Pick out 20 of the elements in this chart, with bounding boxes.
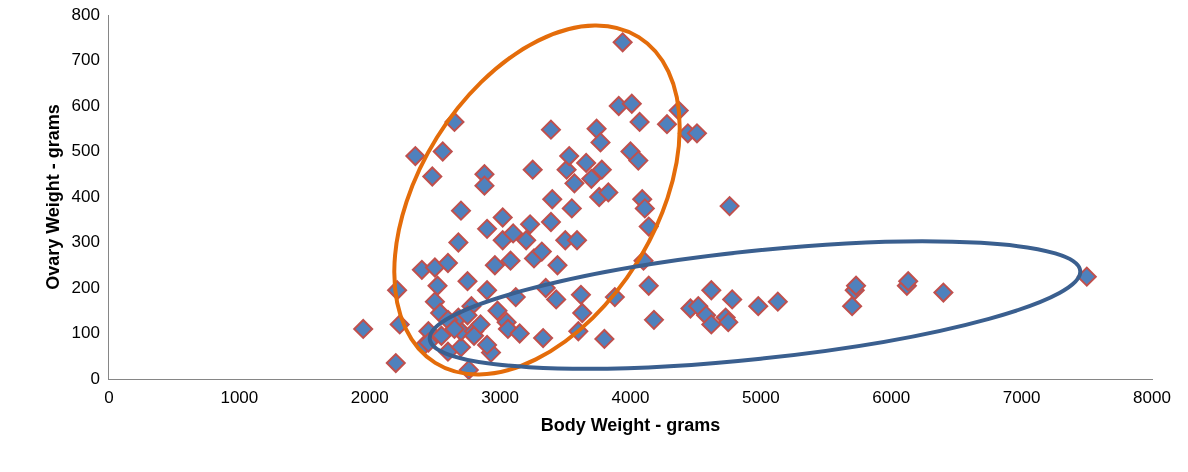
y-tick-label: 600 [71, 95, 100, 115]
x-tick-label: 7000 [1002, 387, 1041, 407]
x-tick-label: 8000 [1133, 387, 1171, 407]
y-tick-label: 0 [90, 368, 100, 388]
x-tick-label: 6000 [872, 387, 911, 407]
x-tick-label: 4000 [611, 387, 650, 407]
x-tick-label: 5000 [741, 387, 780, 407]
x-tick-label: 1000 [220, 387, 259, 407]
y-tick-label: 400 [71, 186, 100, 206]
y-tick-label: 200 [71, 277, 100, 297]
x-tick-label: 0 [104, 387, 114, 407]
x-tick-label: 3000 [481, 387, 520, 407]
y-tick-label: 700 [71, 50, 100, 70]
y-tick-label: 300 [71, 232, 100, 252]
y-axis-title: Ovary Weight - grams [42, 104, 63, 290]
y-tick-label: 100 [71, 323, 100, 343]
x-axis-title: Body Weight - grams [540, 415, 721, 436]
y-tick-label: 500 [71, 141, 100, 161]
y-tick-label: 800 [71, 4, 100, 24]
x-tick-label: 2000 [350, 387, 389, 407]
